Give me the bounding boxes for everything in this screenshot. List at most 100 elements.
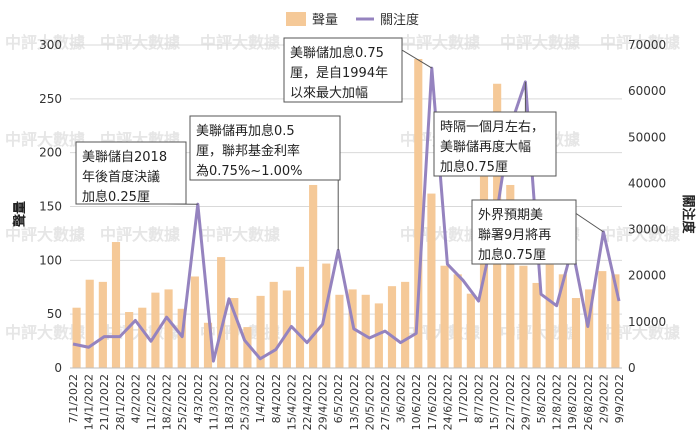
y-left-tick-label: 300 <box>39 38 62 52</box>
watermark-text: 中評大數據 <box>5 225 86 244</box>
x-tick-label: 26/8/2022 <box>582 374 595 430</box>
x-tick-label: 4/3/2022 <box>192 374 205 423</box>
watermark-text: 中評大數據 <box>600 33 681 52</box>
volume-bar <box>361 294 370 368</box>
annotation-1994-line: 厘，是自1994年 <box>290 66 388 81</box>
volume-bar <box>98 281 107 368</box>
volume-bar <box>309 184 318 368</box>
x-tick-label: 2/9/2022 <box>597 374 610 423</box>
volume-bar <box>585 289 594 368</box>
legend-label-volume: 聲量 <box>312 12 338 28</box>
volume-bar <box>466 293 475 368</box>
volume-bar <box>217 257 226 368</box>
volume-bar <box>598 271 607 368</box>
y-right-tick-label: 0 <box>628 361 636 375</box>
x-tick-label: 29/4/2022 <box>317 374 330 430</box>
volume-bar <box>401 281 410 368</box>
x-tick-label: 15/4/2022 <box>285 374 298 430</box>
y-right-tick-label: 10000 <box>628 315 666 329</box>
annotation-1994-line: 美聯儲加息0.75 <box>290 45 384 61</box>
watermark-text: 中評大數據 <box>5 33 86 52</box>
y-right-label: 關注度 <box>680 194 696 234</box>
x-tick-label: 29/7/2022 <box>519 374 532 430</box>
x-tick-label: 11/3/2022 <box>207 374 220 430</box>
annotation-2018-line: 美聯儲自2018 <box>82 150 167 165</box>
volume-bar <box>440 265 449 368</box>
x-tick-label: 3/6/2022 <box>395 374 408 423</box>
annotation-september-box <box>471 199 577 265</box>
volume-bar <box>151 292 160 368</box>
legend-swatch-volume <box>286 12 306 26</box>
y-left-tick-label: 100 <box>39 253 62 267</box>
y-left-tick-label: 150 <box>39 200 62 214</box>
x-tick-label: 8/7/2022 <box>473 374 486 423</box>
volume-bar <box>414 58 423 368</box>
annotation-one-month-line: 時隔一個月左右， <box>440 120 544 135</box>
legend: 聲量 關注度 <box>286 12 419 28</box>
x-tick-label: 8/4/2022 <box>270 374 283 423</box>
y-right-tick-label: 50000 <box>628 130 666 144</box>
volume-bar <box>295 266 305 368</box>
annotation-2018-line: 加息0.25厘 <box>82 189 150 205</box>
y-right-tick-label: 60000 <box>628 84 666 98</box>
annotation-one-month-box <box>433 111 557 177</box>
volume-bar <box>203 322 213 368</box>
x-tick-label: 12/8/2022 <box>551 374 564 430</box>
x-tick-label: 21/1/2022 <box>98 374 111 430</box>
volume-bar <box>519 265 528 368</box>
watermark-text: 中評大數據 <box>5 130 86 149</box>
x-tick-label: 22/4/2022 <box>301 374 314 430</box>
watermark-text: 中評大數據 <box>200 225 281 244</box>
x-tick-label: 15/7/2022 <box>488 374 501 430</box>
volume-bar <box>256 295 265 368</box>
x-tick-label: 4/2/2022 <box>129 374 142 423</box>
y-left-tick-label: 200 <box>39 146 62 160</box>
volume-bar <box>453 274 462 368</box>
volume-bar <box>190 276 199 368</box>
annotation-september-line: 外界預期美 <box>478 208 543 223</box>
y-right-tick-label: 20000 <box>628 269 666 283</box>
annotation-september-line: 聯署9月將再 <box>478 228 551 243</box>
volume-bar <box>85 279 94 368</box>
axes-layer: 0 50 100 150 200 250 300 0 10000 20000 30000 40000 5… <box>39 38 666 430</box>
watermark-text: 中評大數據 <box>100 225 181 244</box>
watermark-text: 中評大數據 <box>600 323 681 342</box>
volume-bar <box>387 286 397 368</box>
volume-bar <box>571 298 581 368</box>
legend-label-attention: 關注度 <box>380 12 419 28</box>
volume-bar <box>177 308 186 368</box>
volume-bar <box>506 184 515 368</box>
x-tick-label: 24/6/2022 <box>441 374 454 430</box>
y-left-tick-label: 250 <box>39 92 62 106</box>
x-tick-label: 9/9/2022 <box>613 374 626 423</box>
volume-bar <box>72 307 81 368</box>
volume-bar <box>111 242 121 368</box>
y-right-tick-label: 70000 <box>628 38 666 52</box>
x-tick-label: 7/1/2022 <box>67 374 80 423</box>
x-tick-label: 14/1/2022 <box>83 374 96 430</box>
volume-bar <box>125 312 134 368</box>
volume-bar <box>322 263 331 368</box>
volume-bar <box>374 303 383 368</box>
volume-bar <box>164 289 173 368</box>
x-tick-label: 6/5/2022 <box>332 374 345 423</box>
volume-bar <box>269 281 278 368</box>
annotation-0-5-box <box>189 115 341 181</box>
x-tick-label: 11/2/2022 <box>145 374 158 430</box>
volume-bar <box>427 193 436 368</box>
volume-bar <box>138 307 147 368</box>
x-tick-label: 28/1/2022 <box>114 374 127 430</box>
x-tick-label: 17/6/2022 <box>426 374 439 430</box>
annotation-2018-box <box>75 141 187 205</box>
volume-bar <box>532 282 541 368</box>
x-tick-label: 1/7/2022 <box>457 374 470 423</box>
x-tick-label: 20/5/2022 <box>363 374 376 430</box>
y-left-tick-label: 50 <box>47 307 62 321</box>
watermark-text: 中評大數據 <box>600 225 681 244</box>
y-right-tick-label: 40000 <box>628 176 666 190</box>
annotation-1994-box <box>283 37 403 103</box>
x-tick-label: 1/4/2022 <box>254 374 267 423</box>
